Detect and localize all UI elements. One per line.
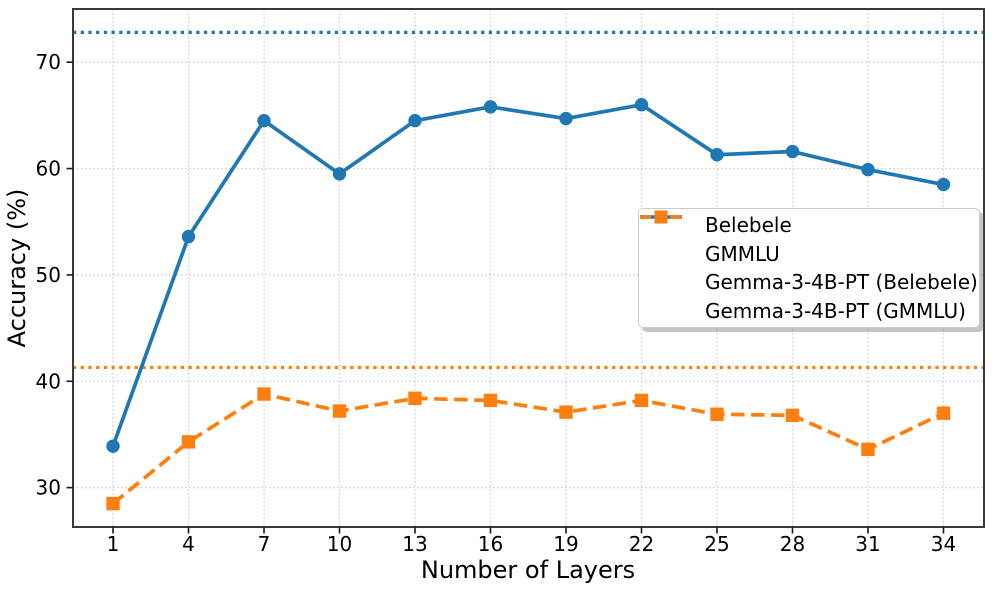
legend-sample-gemma-belebele-dotted-icon (640, 215, 692, 290)
svg-text:50: 50 (36, 263, 61, 287)
legend-item-belebele: Belebele (639, 210, 979, 239)
svg-text:22: 22 (629, 532, 654, 556)
svg-text:7: 7 (258, 532, 271, 556)
legend: Belebele GMMLU Gemma-3-4B-PT (Belebele) … (638, 208, 980, 328)
svg-text:4: 4 (182, 532, 195, 556)
svg-text:25: 25 (704, 532, 729, 556)
legend-label-gemma-gmmlu: Gemma-3-4B-PT (GMMLU) (705, 298, 966, 323)
svg-text:40: 40 (36, 369, 61, 393)
legend-label-belebele: Belebele (705, 213, 792, 238)
svg-text:10: 10 (327, 532, 352, 556)
svg-text:13: 13 (402, 532, 427, 556)
svg-text:30: 30 (36, 476, 61, 500)
axis-ticks-and-labels: 1 4 7 10 13 16 19 22 25 28 31 34 30 40 50 60 70 (36, 50, 957, 556)
legend-label-gemma-belebele: Gemma-3-4B-PT (Belebele) (705, 270, 978, 295)
svg-text:70: 70 (36, 50, 61, 74)
svg-text:60: 60 (36, 157, 61, 181)
legend-label-gmmlu: GMMLU (705, 241, 780, 266)
svg-text:34: 34 (931, 532, 956, 556)
y-axis-title: Accuracy (%) (3, 189, 31, 348)
svg-text:1: 1 (107, 532, 120, 556)
legend-sample-gmmlu-line-icon (640, 210, 692, 262)
baseline-lines (73, 30, 984, 370)
svg-text:16: 16 (478, 532, 503, 556)
legend-item-gemma-gmmlu: Gemma-3-4B-PT (GMMLU) (639, 215, 979, 325)
legend-item-gmmlu: GMMLU (639, 210, 979, 268)
legend-sample-gemma-gmmlu-dotted-icon (640, 215, 692, 319)
x-axis-title: Number of Layers (421, 556, 635, 584)
legend-item-gemma-belebele: Gemma-3-4B-PT (Belebele) (639, 215, 979, 296)
plot-border (72, 8, 985, 528)
svg-text:31: 31 (855, 532, 880, 556)
svg-text:28: 28 (780, 532, 805, 556)
data-series-lines (106, 98, 951, 511)
svg-text:19: 19 (553, 532, 578, 556)
